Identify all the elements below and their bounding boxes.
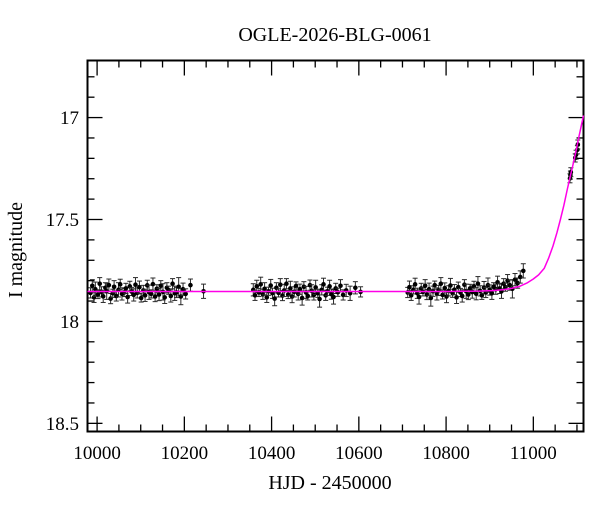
data-point [162,295,168,300]
data-point [338,283,343,289]
data-point [515,280,520,286]
plot-title: OGLE-2026-BLG-0061 [238,24,431,46]
data-point [180,286,186,292]
data-point [123,286,129,291]
data-point [125,294,130,300]
data-point [268,283,274,288]
data-point [152,294,158,299]
x-tick-label: 10400 [248,443,296,464]
data-point [272,296,277,301]
y-tick-label: 18.5 [46,414,79,435]
data-point [331,294,336,300]
data-point [133,282,138,288]
y-tick-label: 18 [60,312,79,333]
data-point [507,282,513,288]
data-point [317,296,322,302]
data-point [274,285,279,291]
data-point [422,283,428,289]
model-curve-layer [87,115,585,293]
data-point [475,281,481,287]
data-point [95,292,101,297]
data-point [416,294,422,300]
y-tick-label: 17.5 [46,210,79,231]
y-axis-title: I magnitude [5,202,27,298]
data-point [454,295,459,300]
data-point [131,292,137,298]
data-point [188,282,193,288]
model-curve [87,115,585,293]
axes-layer: 10000 10200 10400 10600 10800 11000 17 17.5 18 18… [46,59,585,464]
data-point [426,286,432,292]
data-point [467,286,473,291]
data-point [505,278,510,283]
data-point [473,291,479,297]
data-point [148,291,154,297]
data-point [313,285,318,290]
data-point [285,292,291,297]
data-point [284,281,289,287]
data-point [520,268,526,274]
data-point [137,284,142,290]
data-point [305,293,311,299]
data-point [462,282,467,288]
data-point [440,292,445,298]
data-point [353,285,358,291]
data-point [158,283,164,289]
data-point [278,282,283,288]
data-point [321,282,326,287]
data-point [183,291,188,297]
data-point [288,286,293,291]
data-point [111,284,117,290]
data-point [459,293,465,299]
data-point [517,274,523,280]
data-point [262,286,267,292]
data-point [170,281,175,287]
plot-frame [86,59,585,433]
x-tick-label: 10000 [73,443,121,464]
data-point [156,292,162,297]
data-point [293,283,299,289]
data-point [407,284,412,290]
data-point [424,292,430,297]
data-point [252,293,258,298]
data-point [438,281,444,287]
x-tick-label: 11000 [510,443,557,464]
data-point [150,281,156,287]
data-point [418,286,424,291]
data-point [442,285,448,291]
data-point [432,282,438,288]
data-point [327,284,332,289]
x-tick-label: 10200 [161,443,209,464]
data-points-layer [88,139,581,308]
data-point [100,294,106,299]
data-point [258,282,263,287]
data-point [444,294,449,299]
data-point [117,282,123,287]
x-axis-title: HJD - 2450000 [268,472,391,494]
data-point [264,295,270,300]
data-point [106,282,112,288]
x-tick-label: 10600 [335,443,383,464]
data-point [501,281,506,287]
data-point [97,281,103,287]
x-tick-label: 10800 [422,443,470,464]
data-point [142,293,148,298]
data-point [89,283,95,289]
data-point [299,295,305,301]
data-point [412,282,418,287]
data-point [466,292,471,297]
data-point [448,283,453,288]
data-point [260,292,266,297]
y-tick-label: 17 [60,108,79,129]
data-point [113,293,119,299]
data-point [489,290,495,296]
data-point [254,284,260,289]
data-point [168,293,174,299]
data-point [138,295,144,301]
